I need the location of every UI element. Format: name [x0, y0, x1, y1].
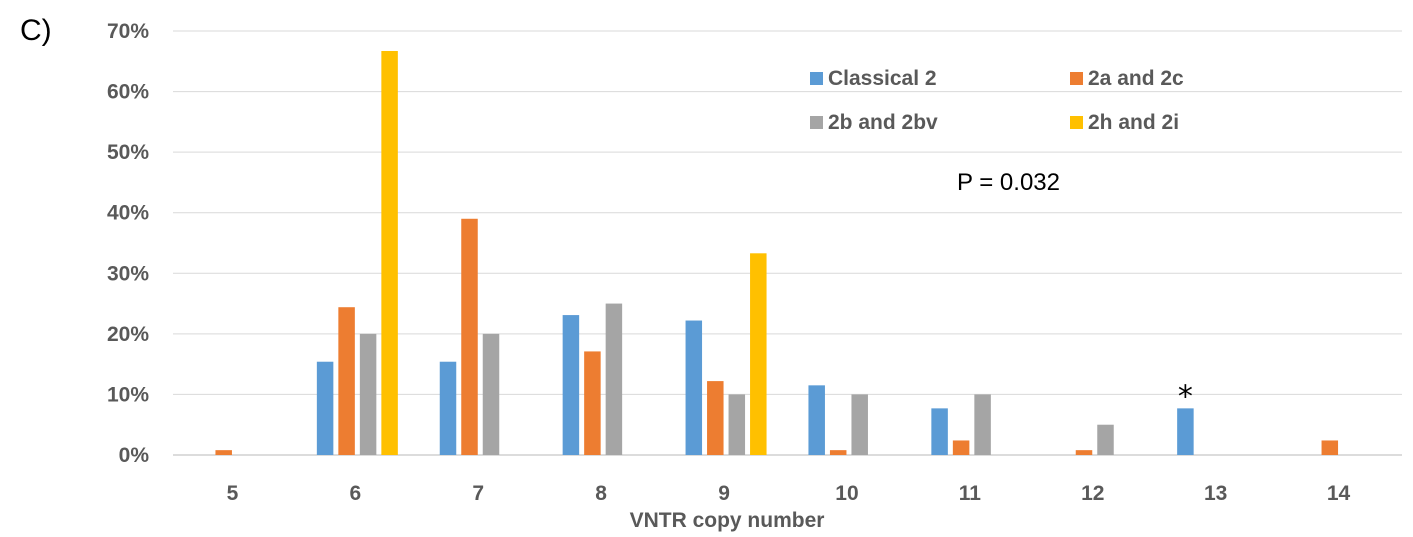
y-tick-label: 30% — [107, 262, 149, 285]
legend-label: Classical 2 — [828, 67, 937, 90]
y-tick-label: 70% — [107, 20, 149, 43]
bar-2b-and-2bv-7 — [482, 333, 500, 455]
x-axis-ticks: 5 6 7 8 9 10 11 12 13 14 — [227, 482, 1351, 505]
bars — [215, 50, 1339, 456]
x-tick-label: 8 — [595, 482, 607, 505]
legend-label: 2a and 2c — [1088, 67, 1184, 90]
bar-classical-2-11 — [931, 408, 948, 455]
bar-classical-2-7 — [439, 361, 457, 455]
y-tick-label: 10% — [107, 383, 149, 406]
legend-swatch — [1070, 72, 1083, 85]
bar-classical-2-6 — [316, 361, 334, 455]
bar-2b-and-2bv-8 — [605, 303, 623, 455]
x-tick-label: 5 — [227, 482, 239, 505]
x-axis-label: VNTR copy number — [630, 509, 825, 532]
bar-2b-and-2bv-12 — [1097, 424, 1114, 455]
legend-swatch — [810, 116, 823, 129]
legend-label: 2h and 2i — [1088, 111, 1179, 134]
bar-2a-and-2c-8 — [584, 351, 601, 455]
bar-classical-2-10 — [808, 385, 825, 455]
bar-2h-and-2i-9 — [750, 253, 767, 455]
p-value-annotation: P = 0.032 — [957, 169, 1060, 196]
panel-label: C) — [20, 14, 52, 47]
bar-2b-and-2bv-6 — [359, 333, 377, 455]
bar-2a-and-2c-6 — [338, 307, 355, 455]
x-tick-label: 7 — [472, 482, 484, 505]
bar-2a-and-2c-5 — [215, 450, 232, 455]
bar-2a-and-2c-7 — [461, 218, 478, 455]
gridlines — [173, 30, 1402, 456]
bar-classical-2-13 — [1177, 408, 1194, 455]
y-tick-label: 0% — [119, 444, 150, 467]
y-axis-ticks: 0% 10% 20% 30% 40% 50% 60% 70% — [107, 20, 149, 467]
bar-classical-2-8 — [562, 315, 580, 455]
x-tick-label: 13 — [1204, 482, 1227, 505]
y-tick-label: 60% — [107, 81, 149, 104]
x-tick-label: 14 — [1327, 482, 1351, 505]
bar-2b-and-2bv-9 — [728, 394, 746, 455]
bar-2a-and-2c-14 — [1321, 440, 1339, 455]
bar-classical-2-9 — [685, 320, 703, 455]
x-tick-label: 10 — [835, 482, 858, 505]
significance-star: * — [1178, 379, 1193, 414]
x-tick-label: 6 — [350, 482, 362, 505]
bar-2b-and-2bv-11 — [974, 394, 991, 455]
bar-2a-and-2c-11 — [952, 440, 970, 455]
bar-2a-and-2c-9 — [707, 381, 724, 455]
y-tick-label: 40% — [107, 202, 149, 225]
legend-swatch — [810, 72, 823, 85]
bar-2a-and-2c-10 — [829, 450, 847, 455]
x-tick-label: 9 — [718, 482, 730, 505]
y-tick-label: 50% — [107, 141, 149, 164]
bar-2b-and-2bv-10 — [851, 394, 868, 455]
legend: Classical 2 2a and 2c 2b and 2bv 2h and 2i — [810, 67, 1184, 134]
bar-2a-and-2c-12 — [1075, 450, 1093, 455]
x-tick-label: 11 — [959, 482, 982, 505]
legend-label: 2b and 2bv — [828, 111, 938, 134]
bar-2h-and-2i-6 — [381, 50, 398, 456]
legend-swatch — [1070, 116, 1083, 129]
x-tick-label: 12 — [1081, 482, 1104, 505]
y-tick-label: 20% — [107, 323, 149, 346]
